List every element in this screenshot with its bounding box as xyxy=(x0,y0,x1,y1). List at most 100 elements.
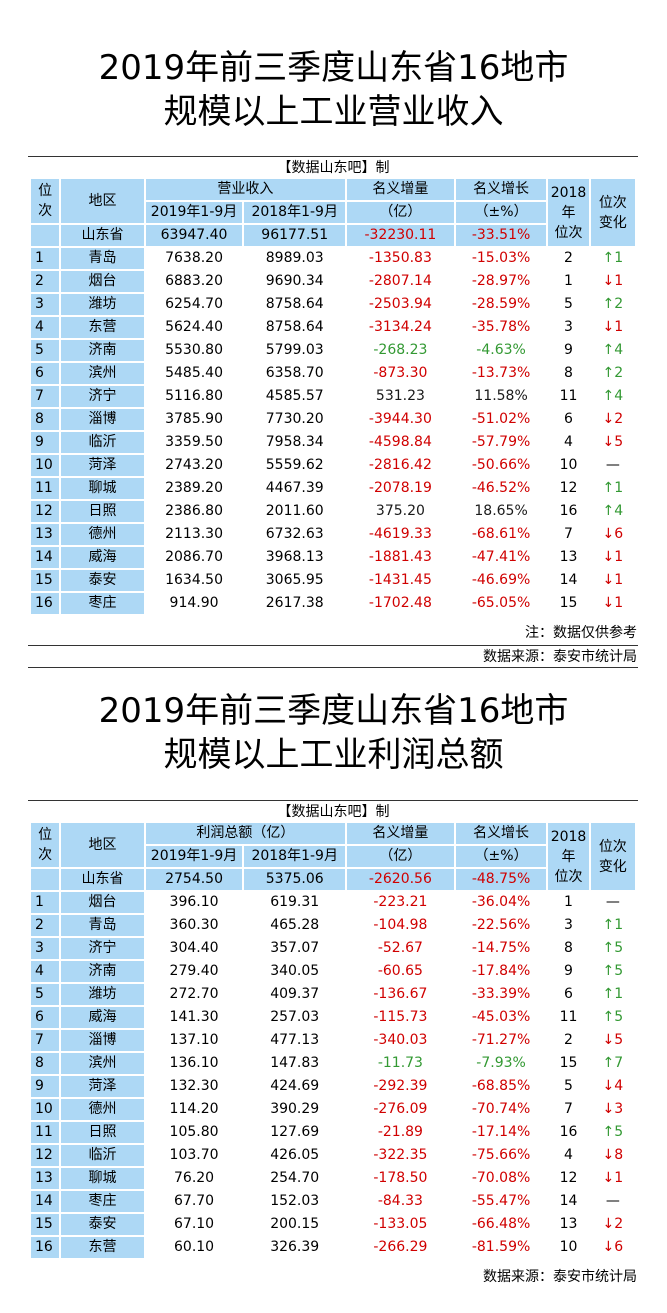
table-row: 2 青岛 360.30 465.28 -104.98 -22.56% 3 ↑1 xyxy=(31,915,635,936)
growth-cell: -51.02% xyxy=(471,411,531,427)
region-cell: 济宁 xyxy=(61,386,144,407)
rank-cell: 10 xyxy=(31,455,60,476)
rank-2018-cell: 4 xyxy=(564,1147,573,1163)
growth-cell: 18.65% xyxy=(474,503,528,519)
growth-cell: -14.75% xyxy=(471,940,531,956)
region-cell: 潍坊 xyxy=(61,984,144,1005)
rank-cell: 12 xyxy=(31,501,60,522)
rank-change-cell: ↑1 xyxy=(602,480,624,496)
rank-2018-cell: 1 xyxy=(564,894,573,910)
value-2019-cell: 360.30 xyxy=(169,917,219,933)
rank-change-cell: ↑2 xyxy=(602,296,624,312)
header-growth: 名义增长 xyxy=(455,179,547,200)
region-cell: 烟台 xyxy=(61,271,144,292)
rank-cell: 15 xyxy=(31,570,60,591)
section1-source-divider xyxy=(28,645,638,646)
header-region: 地区 xyxy=(61,823,144,867)
rank-cell: 14 xyxy=(31,547,60,568)
value-2019-cell: 2113.30 xyxy=(165,526,223,542)
rank-2018-cell: 13 xyxy=(559,549,578,565)
value-2018-cell: 2011.60 xyxy=(265,503,324,519)
header-growth-unit: （±%） xyxy=(455,846,547,867)
value-2018-cell: 8758.64 xyxy=(265,296,324,312)
table-row: 11 日照 105.80 127.69 -21.89 -17.14% 16 ↑5 xyxy=(31,1122,635,1143)
increase-cell: -104.98 xyxy=(373,917,428,933)
value-2019-cell: 76.20 xyxy=(174,1170,215,1186)
header-growth-unit: （±%） xyxy=(455,202,547,223)
value-2019-cell: 103.70 xyxy=(169,1147,219,1163)
region-cell: 临沂 xyxy=(61,1145,144,1166)
table-row: 5 潍坊 272.70 409.37 -136.67 -33.39% 6 ↑1 xyxy=(31,984,635,1005)
rank-2018-cell: 15 xyxy=(559,1055,578,1071)
growth-cell: -4.63% xyxy=(476,342,526,358)
rank-2018-cell: 9 xyxy=(564,963,573,979)
rank-2018-cell: 5 xyxy=(564,1078,573,1094)
increase-cell: -178.50 xyxy=(373,1170,428,1186)
region-cell: 德州 xyxy=(61,524,144,545)
region-cell: 临沂 xyxy=(61,432,144,453)
rank-change-cell: ↑5 xyxy=(602,963,624,979)
growth-cell: -7.93% xyxy=(476,1055,526,1071)
rank-cell: 4 xyxy=(31,961,60,982)
rank-change-cell: ↓4 xyxy=(602,1078,624,1094)
rank-2018-cell: 3 xyxy=(564,917,573,933)
growth-cell: -71.27% xyxy=(471,1032,531,1048)
rank-cell: 16 xyxy=(31,1237,60,1258)
region-cell: 滨州 xyxy=(61,1053,144,1074)
table-row: 9 菏泽 132.30 424.69 -292.39 -68.85% 5 ↓4 xyxy=(31,1076,635,1097)
revenue-table: 位次 地区 营业收入 名义增量 名义增长 2018 年位次 位次 变化 2019年1… xyxy=(29,177,637,616)
increase-cell: -276.09 xyxy=(373,1101,428,1117)
growth-cell: -46.69% xyxy=(471,572,531,588)
value-2019-cell: 132.30 xyxy=(169,1078,219,1094)
rank-change-cell: ↑5 xyxy=(602,1124,624,1140)
rank-2018-cell: 7 xyxy=(564,526,573,542)
growth-cell: -66.48% xyxy=(471,1216,531,1232)
table-row: 5 济南 5530.80 5799.03 -268.23 -4.63% 9 ↑4 xyxy=(31,340,635,361)
increase-cell: -266.29 xyxy=(373,1239,428,1255)
value-2019-cell: 7638.20 xyxy=(165,250,223,266)
province-2018: 5375.06 xyxy=(244,869,346,890)
rank-cell: 8 xyxy=(31,409,60,430)
rank-change-cell: ↑7 xyxy=(602,1055,624,1071)
value-2019-cell: 279.40 xyxy=(169,963,219,979)
value-2018-cell: 8758.64 xyxy=(265,319,324,335)
increase-cell: -1431.45 xyxy=(368,572,432,588)
value-2019-cell: 2386.80 xyxy=(165,503,223,519)
value-2019-cell: 114.20 xyxy=(169,1101,219,1117)
value-2018-cell: 340.05 xyxy=(270,963,320,979)
table-row: 7 济宁 5116.80 4585.57 531.23 11.58% 11 ↑4 xyxy=(31,386,635,407)
section1-note: 注：数据仅供参考 xyxy=(525,625,637,641)
growth-cell: -70.08% xyxy=(471,1170,531,1186)
growth-cell: -65.05% xyxy=(471,595,531,611)
rank-change-cell: ↑1 xyxy=(602,250,624,266)
table-row: 3 潍坊 6254.70 8758.64 -2503.94 -28.59% 5 ↑2 xyxy=(31,294,635,315)
growth-cell: -55.47% xyxy=(471,1193,531,1209)
rank-change-cell: ↓1 xyxy=(602,595,624,611)
value-2019-cell: 5485.40 xyxy=(165,365,223,381)
rank-cell: 5 xyxy=(31,984,60,1005)
rank-2018-cell: 14 xyxy=(559,1193,578,1209)
increase-cell: -60.65 xyxy=(377,963,423,979)
province-name: 山东省 xyxy=(61,225,144,246)
table-row: 14 枣庄 67.70 152.03 -84.33 -55.47% 14— xyxy=(31,1191,635,1212)
value-2018-cell: 426.05 xyxy=(270,1147,320,1163)
growth-cell: -45.03% xyxy=(471,1009,531,1025)
header-increase-unit: （亿） xyxy=(347,846,454,867)
value-2018-cell: 5799.03 xyxy=(265,342,324,358)
section2-title-line1: 2019年前三季度山东省16地市 xyxy=(98,691,569,731)
table-row: 13 聊城 76.20 254.70 -178.50 -70.08% 12 ↓1 xyxy=(31,1168,635,1189)
province-growth: -48.75% xyxy=(455,869,547,890)
rank-cell: 12 xyxy=(31,1145,60,1166)
province-2019: 63947.40 xyxy=(145,225,243,246)
table-row: 13 德州 2113.30 6732.63 -4619.33 -68.61% 7 ↓6 xyxy=(31,524,635,545)
rank-2018-cell: 12 xyxy=(559,1170,578,1186)
table-row: 6 威海 141.30 257.03 -115.73 -45.03% 11 ↑5 xyxy=(31,1007,635,1028)
value-2018-cell: 465.28 xyxy=(270,917,320,933)
region-cell: 淄博 xyxy=(61,1030,144,1051)
value-2018-cell: 477.13 xyxy=(270,1032,320,1048)
region-cell: 枣庄 xyxy=(61,1191,144,1212)
growth-cell: -36.04% xyxy=(471,894,531,910)
rank-2018-cell: 8 xyxy=(564,940,573,956)
increase-cell: -2078.19 xyxy=(368,480,432,496)
rank-change-cell: — xyxy=(605,457,620,473)
